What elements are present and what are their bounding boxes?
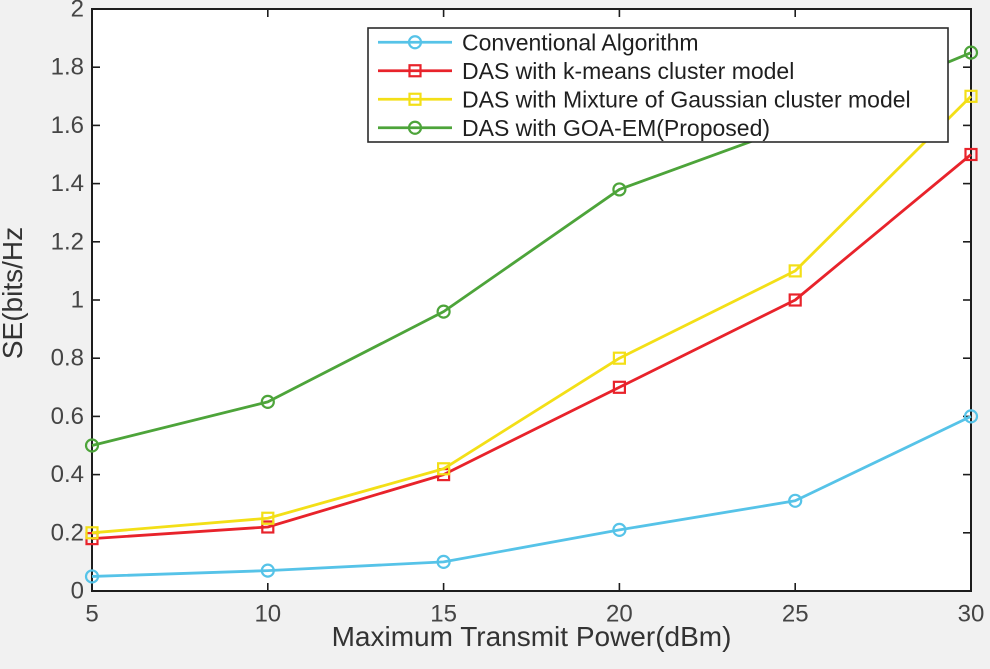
y-tick-label: 0.8 <box>51 345 84 372</box>
legend-label: DAS with Mixture of Gaussian cluster mod… <box>462 86 911 112</box>
series-0-marker <box>788 493 803 508</box>
series-1-marker <box>788 293 802 307</box>
series-0-marker <box>963 409 979 424</box>
y-tick-label: 0.4 <box>51 461 84 488</box>
series-2-marker <box>85 526 99 540</box>
y-tick-label: 0.6 <box>51 403 84 430</box>
x-tick-label: 10 <box>254 601 281 628</box>
legend-box <box>367 27 949 143</box>
series-2-marker <box>612 351 627 365</box>
series-3-marker <box>84 438 100 453</box>
y-tick-label: 1.4 <box>51 170 84 197</box>
series-1-marker <box>612 380 627 394</box>
series-2-marker <box>261 511 275 525</box>
series-line-1 <box>91 153 972 541</box>
legend-marker <box>407 35 423 50</box>
series-2-marker <box>788 264 802 278</box>
legend-marker <box>408 92 422 106</box>
y-tick-label: 1 <box>71 287 84 314</box>
series-3-marker <box>260 394 275 409</box>
x-tick-label: 25 <box>782 601 809 628</box>
series-0-marker <box>612 522 627 537</box>
x-axis-label: Maximum Transmit Power(dBm) <box>332 621 732 652</box>
series-2-marker <box>437 462 451 476</box>
series-line-0 <box>91 415 972 578</box>
series-1-marker <box>261 520 275 534</box>
x-tick-label: 15 <box>430 601 457 628</box>
y-tick-label: 1.8 <box>51 54 84 81</box>
legend-label: DAS with k-means cluster model <box>462 58 794 84</box>
legend-label: DAS with GOA-EM(Proposed) <box>462 115 770 141</box>
series-0-marker <box>260 563 275 578</box>
y-tick-label: 0 <box>71 578 84 605</box>
y-tick-label: 1.6 <box>51 112 84 139</box>
legend-marker <box>407 120 423 135</box>
series-0-marker <box>436 554 451 570</box>
legend-label: Conventional Algorithm <box>462 29 699 55</box>
x-tick-label: 5 <box>85 601 98 628</box>
series-2-marker <box>964 89 978 103</box>
series-line-2 <box>91 95 972 535</box>
series-3-marker <box>963 45 979 60</box>
series-1-marker <box>964 147 978 162</box>
series-0-marker <box>84 569 100 584</box>
y-tick-label: 2 <box>71 0 84 23</box>
y-tick-label: 0.2 <box>51 519 84 546</box>
x-tick-label: 20 <box>606 601 633 628</box>
series-3-marker <box>436 304 451 319</box>
y-tick-label: 1.2 <box>51 228 84 255</box>
series-3-marker <box>612 182 627 197</box>
y-axis-label: SE(bits/Hz <box>0 227 28 359</box>
legend-marker <box>408 64 422 78</box>
x-tick-label: 30 <box>958 601 985 628</box>
